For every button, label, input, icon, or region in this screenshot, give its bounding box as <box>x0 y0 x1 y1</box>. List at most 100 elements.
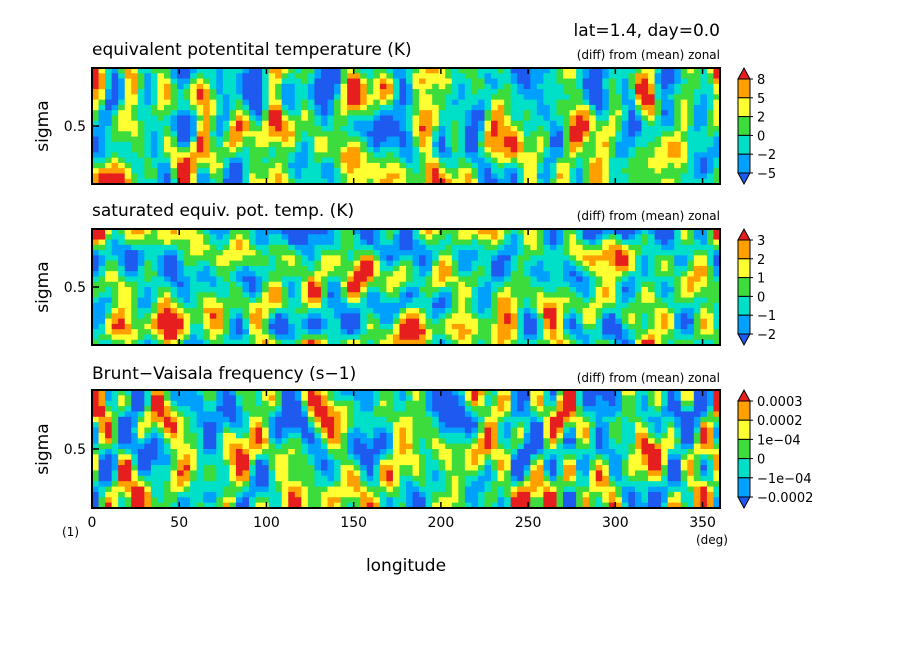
heatmap-cell <box>445 400 453 407</box>
heatmap-cell <box>288 422 296 429</box>
heatmap-cell <box>412 318 420 325</box>
heatmap-cell <box>334 110 342 117</box>
heatmap-cell <box>137 271 145 278</box>
heatmap-cell <box>320 162 329 169</box>
heatmap-cell <box>510 302 518 309</box>
heatmap-cell <box>425 276 433 283</box>
heatmap-cell <box>177 287 185 293</box>
heatmap-cell <box>602 329 610 336</box>
heatmap-cell <box>314 313 322 320</box>
heatmap-cell <box>556 83 564 90</box>
heatmap-cell <box>327 287 335 293</box>
heatmap-cell <box>288 162 296 169</box>
heatmap-cell <box>432 323 440 330</box>
heatmap-cell <box>268 276 276 283</box>
heatmap-cell <box>216 110 224 117</box>
heatmap-cell <box>693 152 701 159</box>
heatmap-cell <box>150 400 159 407</box>
heatmap-cell <box>706 173 715 180</box>
heatmap-cell <box>628 162 636 169</box>
heatmap-cell <box>477 297 486 304</box>
heatmap-cell <box>235 99 244 106</box>
heatmap-cell <box>634 78 643 85</box>
heatmap-cell <box>530 229 538 235</box>
heatmap-cell <box>438 422 446 429</box>
heatmap-cell <box>98 141 106 148</box>
heatmap-cell <box>249 99 257 106</box>
heatmap-cell <box>648 406 656 413</box>
heatmap-cell <box>288 83 296 90</box>
heatmap-cell <box>412 229 420 235</box>
heatmap-cell <box>320 120 329 127</box>
heatmap-cell <box>235 250 244 256</box>
heatmap-cell <box>589 89 597 95</box>
heatmap-cell <box>608 313 616 320</box>
heatmap-cell <box>412 239 420 246</box>
heatmap-cell <box>386 276 394 283</box>
heatmap-cell <box>523 73 531 80</box>
heatmap-cell <box>334 136 342 143</box>
heatmap-cell <box>137 110 145 117</box>
heatmap-cell <box>661 400 669 407</box>
heatmap-cell <box>641 104 649 111</box>
heatmap-cell <box>379 141 387 148</box>
heatmap-cell <box>667 83 675 90</box>
heatmap-cell <box>353 115 361 122</box>
heatmap-cell <box>137 234 145 241</box>
heatmap-cell <box>281 229 289 235</box>
heatmap-cell <box>641 136 649 143</box>
heatmap-cell <box>399 281 407 288</box>
heatmap-cell <box>648 115 656 122</box>
heatmap-cell <box>589 234 597 241</box>
heatmap-cell <box>536 244 544 251</box>
colorbar-label: −1 <box>757 309 776 324</box>
heatmap-cell <box>131 104 139 111</box>
heatmap-cell <box>536 265 544 272</box>
heatmap-cell <box>406 276 414 283</box>
heatmap-cell <box>602 162 610 169</box>
heatmap-cell <box>687 339 695 346</box>
heatmap-cell <box>92 110 100 117</box>
heatmap-cell <box>451 281 459 288</box>
heatmap-cell <box>242 287 250 293</box>
heatmap-cell <box>307 173 316 180</box>
heatmap-cell <box>648 395 656 402</box>
heatmap-cell <box>530 292 538 299</box>
heatmap-cell <box>497 94 505 101</box>
heatmap-cell <box>438 239 446 246</box>
heatmap-cell <box>105 173 113 180</box>
heatmap-cell <box>360 287 368 293</box>
heatmap-cell <box>477 302 486 309</box>
heatmap-cell <box>360 126 368 132</box>
heatmap-cell <box>595 229 603 235</box>
heatmap-cell <box>432 276 440 283</box>
heatmap-cell <box>386 168 394 175</box>
heatmap-cell <box>510 78 518 85</box>
heatmap-cell <box>706 313 715 320</box>
heatmap-cell <box>242 104 250 111</box>
heatmap-cell <box>131 427 139 434</box>
heatmap-cell <box>137 78 145 85</box>
heatmap-cell <box>543 131 551 138</box>
heatmap-cell <box>621 104 630 111</box>
heatmap-cell <box>491 73 499 80</box>
heatmap-cell <box>366 157 374 164</box>
heatmap-cell <box>687 120 695 127</box>
heatmap-cell <box>301 178 309 185</box>
heatmap-cell <box>608 244 616 251</box>
heatmap-cell <box>196 162 204 169</box>
heatmap-cell <box>137 141 145 148</box>
heatmap-cell <box>105 329 113 336</box>
heatmap-cell <box>419 104 427 111</box>
heatmap-cell <box>177 168 185 175</box>
heatmap-cell <box>648 297 656 304</box>
heatmap-cell <box>491 110 499 117</box>
heatmap-cell <box>307 411 316 418</box>
heatmap-cell <box>419 162 427 169</box>
heatmap-cell <box>111 308 119 314</box>
heatmap-cell <box>438 68 446 74</box>
heatmap-cell <box>621 73 630 80</box>
heatmap-cell <box>105 334 113 341</box>
heatmap-cell <box>563 244 571 251</box>
heatmap-cell <box>713 115 721 122</box>
